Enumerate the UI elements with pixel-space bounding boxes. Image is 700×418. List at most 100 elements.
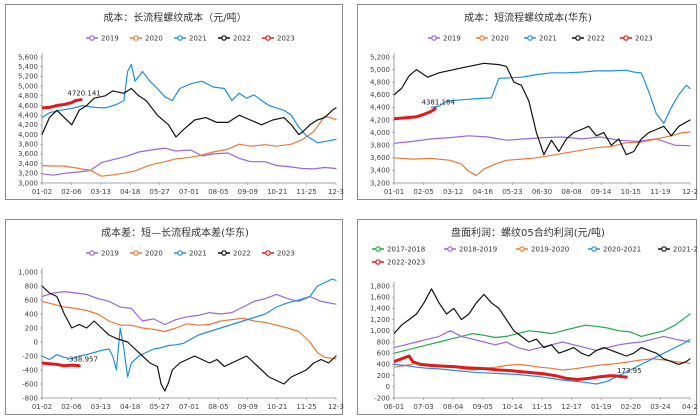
series-line-2019: [394, 135, 691, 147]
legend-swatch-marker: [447, 246, 453, 252]
x-tick-label: 12-17: [561, 403, 581, 411]
legend-swatch-marker: [177, 250, 183, 256]
series-line-2023: [42, 98, 83, 110]
legend-item: 2019: [86, 35, 119, 43]
chart-svg-p2: 成本：短流程螺纹成本(华东) 2019 2020 2021 2022 2023 3,200 3…: [370, 11, 698, 196]
legend-label: 2023: [277, 35, 295, 43]
legend-label: 2022-2023: [387, 259, 425, 267]
legend-swatch-marker: [221, 250, 227, 256]
y-tick-label: 5,000: [18, 82, 38, 90]
x-tick-label: 01-19: [591, 403, 611, 411]
y-tick-label: 4,200: [370, 116, 390, 124]
x-tick-label: 01-02: [32, 403, 52, 411]
y-tick-label: -600: [22, 380, 38, 388]
chart-title: 成本：长流程螺纹成本（元/吨）: [103, 11, 246, 24]
legend-label: 2019-2020: [531, 246, 569, 254]
series-line-2020: [394, 131, 691, 176]
legend-swatch-marker: [265, 250, 271, 256]
legend-swatch-marker: [265, 35, 271, 41]
legend-label: 2021: [189, 250, 207, 258]
chart-svg-p3: 成本差：短—长流程成本差(华东) 2019 2020 2021 2022 2023 -800…: [18, 226, 344, 411]
legend-label: 2021-2022: [673, 246, 698, 254]
y-tick-label: -200: [374, 394, 390, 402]
y-tick-label: 5,600: [18, 53, 38, 61]
x-tick-label: 08-04: [443, 403, 464, 411]
legend-label: 2020: [145, 35, 163, 43]
series-line-2018-2019: [394, 330, 691, 351]
legend-swatch-marker: [89, 250, 95, 256]
x-tick-label: 03-13: [91, 403, 111, 411]
y-tick-label: -200: [22, 352, 38, 360]
y-tick-label: 3,400: [370, 167, 390, 175]
x-tick-label: 09-14: [591, 188, 612, 196]
legend-swatch-marker: [89, 35, 95, 41]
series-line-2023: [42, 361, 81, 368]
legend-label: 2022: [233, 250, 251, 258]
y-tick-label: 3,400: [18, 160, 38, 168]
x-tick-label: 07-01: [179, 403, 199, 411]
legend-item: 2018-2019: [444, 246, 497, 254]
chart-title: 成本差：短—长流程成本差(华东): [101, 226, 249, 239]
legend-item: 2023: [262, 250, 295, 258]
x-tick-label: 04-18: [120, 403, 140, 411]
y-tick-label: 4,600: [18, 102, 38, 110]
legend-swatch-marker: [221, 35, 227, 41]
y-tick-label: 1,200: [370, 316, 390, 324]
x-tick-label: 12-3: [328, 188, 344, 196]
legend-swatch-marker: [133, 250, 139, 256]
x-tick-label: 06-01: [384, 403, 404, 411]
legend-item: 2020-2021: [588, 246, 641, 254]
y-tick-label: 5,200: [370, 53, 390, 61]
y-tick-label: 200: [25, 324, 38, 332]
x-tick-label: 11-25: [296, 188, 316, 196]
x-tick-label: 01-02: [32, 188, 52, 196]
series-line-2022: [42, 87, 337, 138]
legend-swatch-marker: [375, 259, 381, 265]
chart-panel-short-process-cost: 成本：短流程螺纹成本(华东) 2019 2020 2021 2022 2023 3,200 3…: [357, 4, 698, 200]
y-tick-label: 600: [377, 350, 390, 358]
y-tick-label: 800: [25, 282, 38, 290]
legend-item: 2023: [620, 35, 653, 43]
y-tick-label: 600: [25, 296, 38, 304]
y-tick-label: 4,400: [18, 111, 38, 119]
y-tick-label: 1,600: [370, 294, 390, 302]
x-tick-label: 10-21: [267, 188, 287, 196]
legend-swatch-marker: [519, 246, 525, 252]
legend-item: 2019: [428, 35, 461, 43]
series-line-2023: [394, 107, 437, 121]
x-tick-label: 11-19: [650, 188, 670, 196]
y-tick-label: 4,800: [370, 79, 390, 87]
series-line-2020: [42, 300, 337, 360]
x-tick-label: 08-05: [208, 403, 228, 411]
legend-swatch-marker: [623, 35, 629, 41]
legend-label: 2020: [145, 250, 163, 258]
x-tick-label: 04-2: [682, 403, 698, 411]
legend-label: 2021: [189, 35, 207, 43]
x-tick-label: 11-25: [296, 403, 316, 411]
legend-item: 2017-2018: [372, 246, 425, 254]
series-line-2022: [394, 62, 691, 156]
legend-swatch-marker: [527, 35, 533, 41]
series-line-2022-2023: [394, 354, 628, 381]
series-line-2019: [42, 291, 337, 326]
x-tick-label: 09-09: [238, 403, 258, 411]
y-tick-label: 3,800: [370, 142, 390, 150]
y-tick-label: 4,200: [18, 121, 38, 129]
data-label-latest: -338.957: [66, 356, 97, 364]
x-tick-label: 05-27: [149, 188, 169, 196]
legend-item: 2020: [476, 35, 509, 43]
x-tick-label: 03-24: [650, 403, 671, 411]
legend-item: 2020: [130, 250, 163, 258]
chart-svg-p4: 盘面利润：螺纹05合约利润(元/吨) 2017-2018 2018-2019 2019…: [370, 226, 698, 411]
y-tick-label: 3,200: [18, 170, 38, 178]
series-line-2017-2018: [394, 313, 691, 354]
y-tick-label: 4,800: [18, 92, 38, 100]
legend-label: 2020-2021: [603, 246, 641, 254]
x-tick-label: 07-03: [413, 403, 433, 411]
y-tick-label: 5,400: [18, 63, 38, 71]
legend-label: 2020: [491, 35, 509, 43]
chart-panel-long-process-cost: 成本：长流程螺纹成本（元/吨） 2019 2020 2021 2022 2023 3,000…: [5, 4, 344, 200]
legend-item: 2021: [524, 35, 557, 43]
series-line-2021-2022: [394, 288, 691, 365]
x-tick-label: 10-14: [502, 403, 523, 411]
